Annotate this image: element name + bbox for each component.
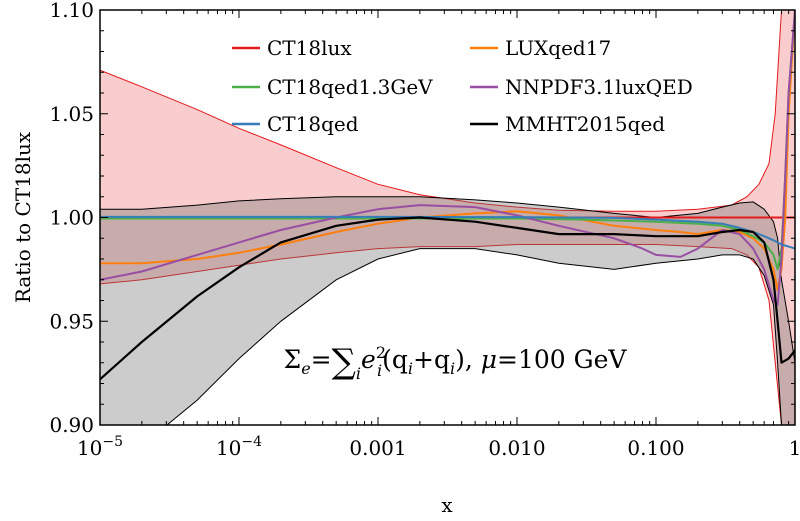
legend-label-ct18qed: CT18qed — [267, 112, 359, 136]
y-tick-label: 0.90 — [49, 413, 94, 437]
band-mmht2015qed — [100, 196, 795, 425]
x-tick-label: 0.100 — [627, 436, 684, 460]
x-tick-exponent: −4 — [241, 434, 262, 450]
series-line-luxqed17 — [100, 10, 795, 292]
annotation-open-q: (q — [382, 345, 408, 374]
x-tick-label: 0.001 — [349, 436, 406, 460]
legend-label-ct18qed1-3gev: CT18qed1.3GeV — [267, 75, 433, 99]
annotation-mu-value: =100 GeV — [497, 345, 627, 374]
annotation-qbar-sub: i — [450, 359, 455, 378]
y-tick-label: 1.10 — [49, 0, 94, 22]
legend-label-mmht2015qed: MMHT2015qed — [505, 112, 665, 136]
x-tick-label: 1 — [789, 436, 800, 460]
formula-annotation: Σe=∑ie2 i(qi+qi), μ=100 GeV — [284, 342, 628, 383]
annotation-sum-sub: i — [356, 364, 361, 383]
annotation-close: ), — [455, 345, 473, 374]
band-lower-mmht2015qed — [166, 248, 795, 425]
annotation-e-sub: i — [377, 361, 382, 380]
annotation-equals: = — [311, 345, 332, 374]
legend-label-nnpdf3-1luxqed: NNPDF3.1luxQED — [505, 75, 693, 99]
lines-layer — [100, 10, 795, 381]
tick-labels-layer: 10−5 10−4 0.001 0.010 0.100 10.900.951.001.05… — [49, 0, 800, 460]
x-axis-label: x — [441, 493, 453, 517]
annotation-sigma-sub: e — [301, 359, 310, 378]
legend-label-luxqed17: LUXqed17 — [505, 36, 611, 60]
annotation-sum-symbol: ∑ — [332, 342, 356, 382]
y-axis-label: Ratio to CT18lux — [11, 131, 35, 303]
y-tick-label: 1.00 — [49, 206, 94, 230]
x-tick-label: 0.010 — [488, 436, 545, 460]
ticks-layer — [99, 9, 796, 426]
y-tick-label: 0.95 — [49, 309, 94, 333]
annotation-sigma: Σ — [284, 345, 302, 374]
y-tick-label: 1.05 — [49, 102, 94, 126]
band-lower-ct18lux — [100, 244, 795, 425]
legend-label-ct18lux: CT18lux — [267, 36, 352, 60]
annotation-q-sub: i — [408, 359, 413, 378]
annotation-plus-qbar: +q — [413, 345, 450, 374]
band-upper-mmht2015qed — [100, 196, 795, 363]
annotation-mu: μ — [481, 345, 497, 374]
series-line-mmht2015qed — [100, 216, 795, 381]
x-tick-exponent: −5 — [102, 434, 123, 450]
annotation-e-sup: 2 — [376, 343, 386, 362]
annotation-e: e — [361, 345, 376, 374]
legend: CT18lux LUXqed17 CT18qed1.3GeV NNPDF3.1luxQ… — [232, 36, 693, 136]
